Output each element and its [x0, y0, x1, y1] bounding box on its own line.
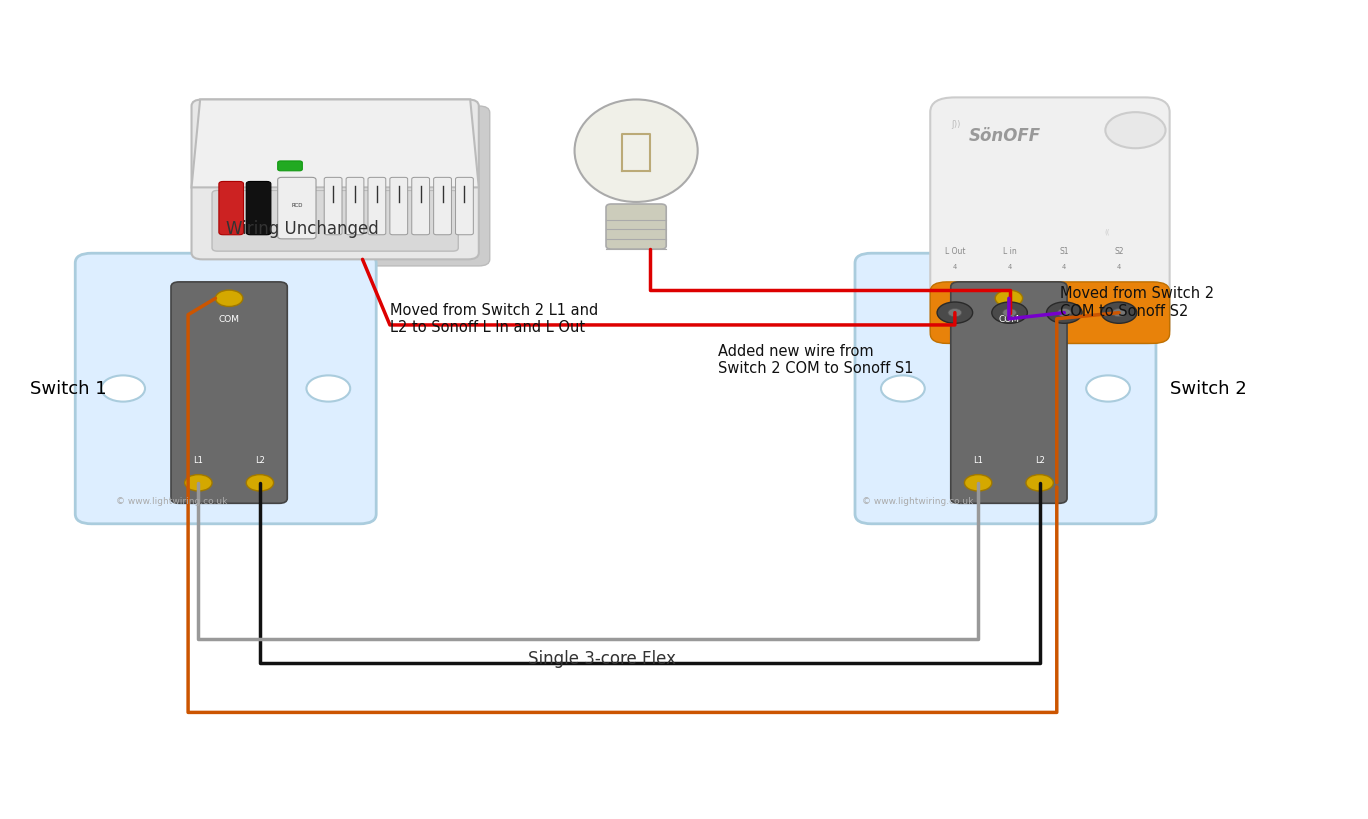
- Circle shape: [1047, 303, 1082, 324]
- Polygon shape: [192, 101, 479, 188]
- Circle shape: [964, 475, 992, 491]
- Text: 4: 4: [952, 264, 958, 269]
- Circle shape: [1026, 475, 1053, 491]
- Text: 4: 4: [1116, 264, 1122, 269]
- Text: 4: 4: [1007, 264, 1012, 269]
- Text: 4: 4: [1062, 264, 1067, 269]
- FancyBboxPatch shape: [606, 205, 666, 250]
- Circle shape: [992, 303, 1027, 324]
- FancyBboxPatch shape: [434, 179, 451, 236]
- FancyBboxPatch shape: [930, 98, 1170, 344]
- Circle shape: [306, 376, 350, 402]
- Circle shape: [1112, 310, 1126, 318]
- FancyBboxPatch shape: [75, 254, 376, 524]
- Text: COM: COM: [219, 314, 239, 324]
- Circle shape: [216, 291, 244, 307]
- Text: Moved from Switch 2
COM to Sonoff S2: Moved from Switch 2 COM to Sonoff S2: [1060, 286, 1215, 319]
- Text: © www.lightwiring.co.uk: © www.lightwiring.co.uk: [862, 496, 973, 505]
- Text: COM: COM: [999, 314, 1019, 324]
- Circle shape: [1057, 310, 1071, 318]
- Text: RCD: RCD: [291, 203, 302, 208]
- FancyBboxPatch shape: [368, 179, 386, 236]
- Text: L2: L2: [254, 455, 265, 464]
- FancyBboxPatch shape: [324, 179, 342, 236]
- Text: Moved from Switch 2 L1 and
L2 to Sonoff L In and L Out: Moved from Switch 2 L1 and L2 to Sonoff …: [390, 302, 598, 335]
- FancyBboxPatch shape: [171, 283, 287, 504]
- Circle shape: [881, 376, 925, 402]
- FancyBboxPatch shape: [346, 179, 364, 236]
- Text: ((: ((: [1104, 229, 1109, 235]
- Text: S1: S1: [1060, 247, 1068, 256]
- Text: L2: L2: [1034, 455, 1045, 464]
- Text: L in: L in: [1003, 247, 1016, 256]
- Circle shape: [1105, 113, 1166, 149]
- Text: Switch 2: Switch 2: [1170, 380, 1246, 398]
- FancyBboxPatch shape: [930, 283, 1170, 344]
- FancyBboxPatch shape: [202, 106, 490, 267]
- Text: L1: L1: [193, 455, 204, 464]
- Circle shape: [937, 303, 973, 324]
- FancyBboxPatch shape: [412, 179, 430, 236]
- Circle shape: [1101, 303, 1137, 324]
- Circle shape: [948, 310, 962, 318]
- FancyBboxPatch shape: [855, 254, 1156, 524]
- FancyBboxPatch shape: [246, 182, 271, 236]
- Circle shape: [1086, 376, 1130, 402]
- Circle shape: [1003, 310, 1016, 318]
- Circle shape: [246, 475, 274, 491]
- Text: SönOFF: SönOFF: [969, 127, 1041, 145]
- Text: Switch 1: Switch 1: [30, 380, 107, 398]
- Circle shape: [185, 475, 212, 491]
- FancyBboxPatch shape: [192, 101, 479, 260]
- Text: Added new wire from
Switch 2 COM to Sonoff S1: Added new wire from Switch 2 COM to Sono…: [718, 343, 914, 376]
- FancyBboxPatch shape: [951, 283, 1067, 504]
- FancyBboxPatch shape: [456, 179, 473, 236]
- FancyBboxPatch shape: [390, 179, 408, 236]
- Text: ʃ)): ʃ)): [951, 120, 960, 129]
- Text: L1: L1: [973, 455, 984, 464]
- Circle shape: [101, 376, 145, 402]
- Text: Wiring Unchanged: Wiring Unchanged: [226, 219, 379, 238]
- Text: Single 3-core Flex: Single 3-core Flex: [528, 649, 676, 667]
- FancyBboxPatch shape: [278, 179, 316, 239]
- Ellipse shape: [575, 100, 698, 202]
- Text: S2: S2: [1115, 247, 1123, 256]
- FancyBboxPatch shape: [278, 161, 302, 171]
- FancyBboxPatch shape: [212, 191, 458, 252]
- FancyBboxPatch shape: [219, 182, 244, 236]
- Circle shape: [995, 291, 1022, 307]
- Text: © www.lightwiring.co.uk: © www.lightwiring.co.uk: [116, 496, 227, 505]
- Text: L Out: L Out: [945, 247, 964, 256]
